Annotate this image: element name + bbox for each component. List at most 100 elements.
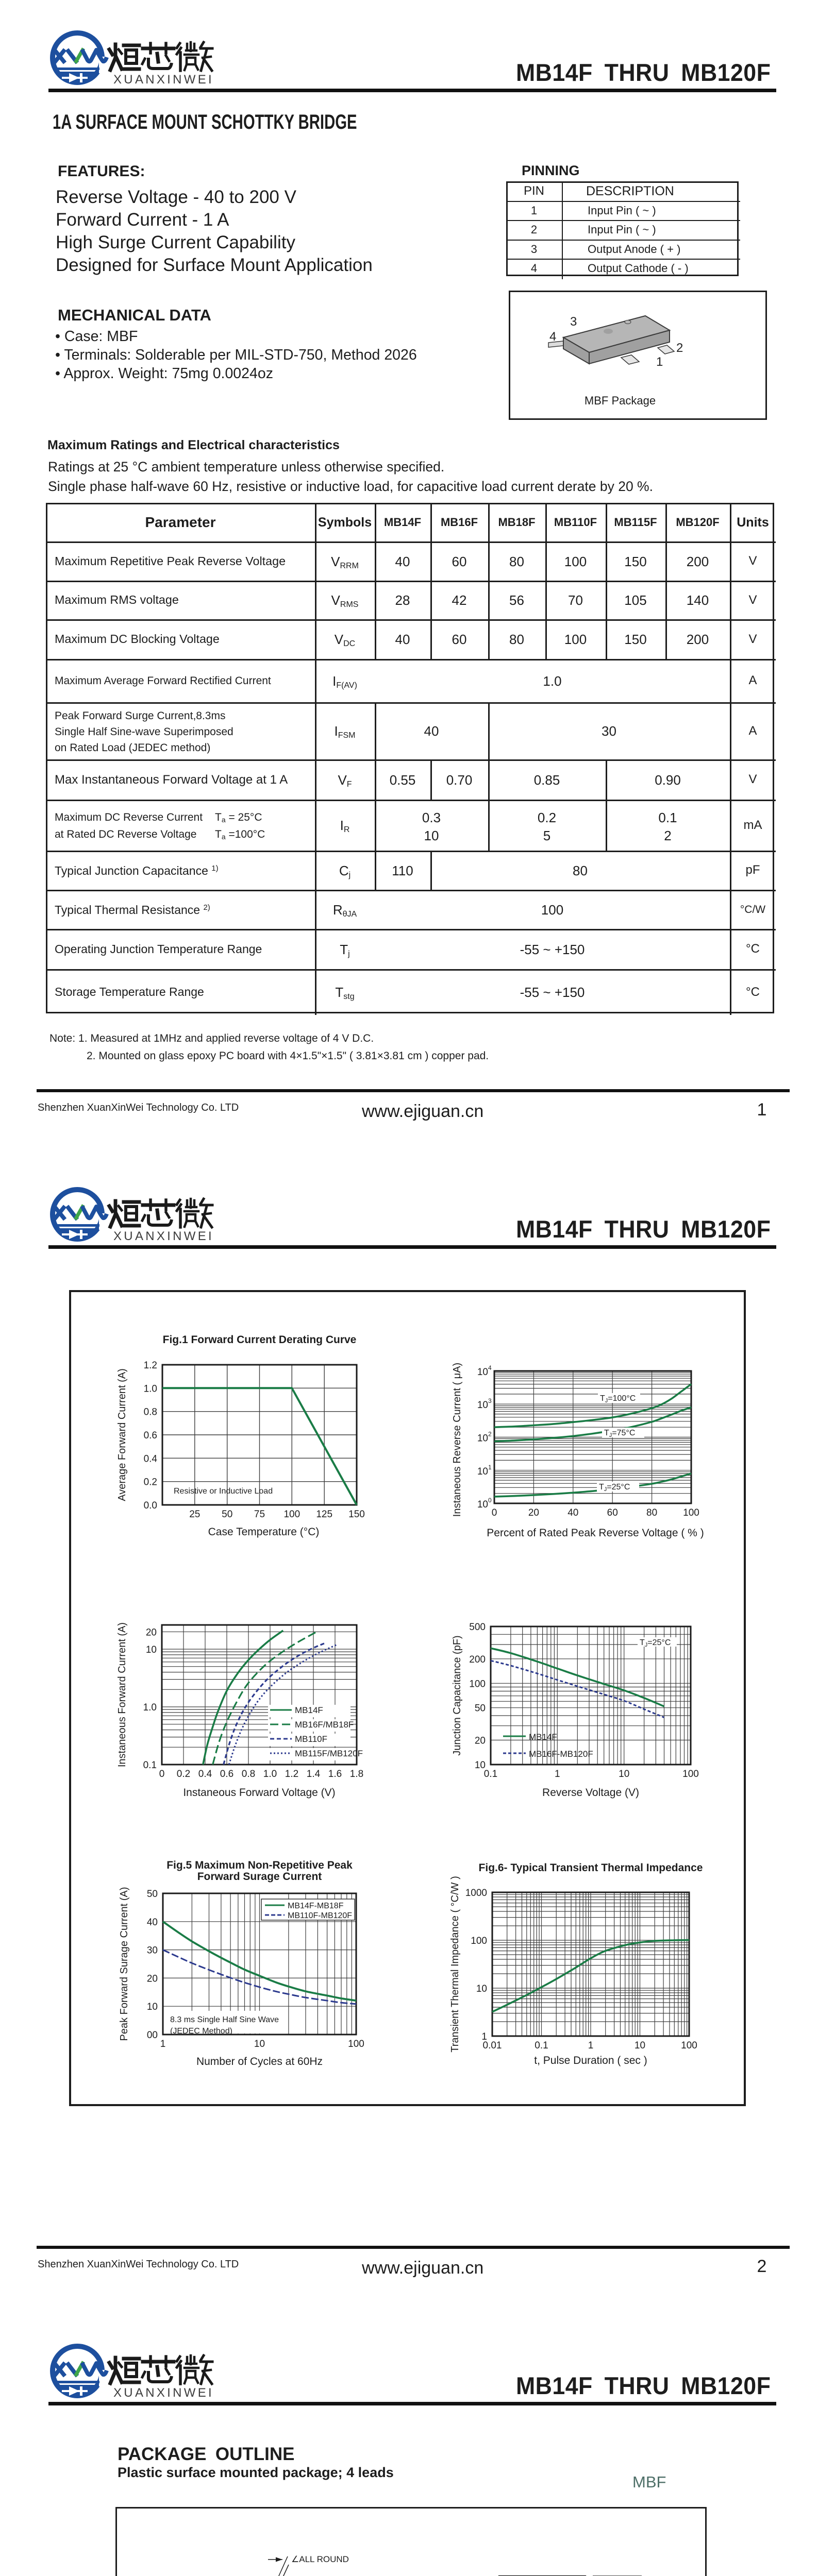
svg-text:8.3 ms Single Half Sine Wave: 8.3 ms Single Half Sine Wave xyxy=(170,2015,279,2024)
svg-text:Forward Surage Current: Forward Surage Current xyxy=(197,1871,322,1883)
svg-text:40: 40 xyxy=(147,1917,158,1928)
svg-text:20: 20 xyxy=(528,1507,539,1518)
svg-text:4: 4 xyxy=(488,1364,492,1371)
svg-text:TJ=100°C: TJ=100°C xyxy=(600,1394,636,1404)
svg-text:2: 2 xyxy=(676,341,683,355)
svg-text:0: 0 xyxy=(159,1769,165,1780)
svg-text:Reverse Voltage (V): Reverse Voltage (V) xyxy=(542,1787,639,1799)
svg-text:MB16F/MB18F: MB16F/MB18F xyxy=(295,1720,354,1730)
svg-text:30: 30 xyxy=(147,1945,158,1956)
svg-text:500: 500 xyxy=(469,1622,486,1633)
svg-text:10: 10 xyxy=(146,1645,157,1655)
svg-text:∠ALL ROUND: ∠ALL ROUND xyxy=(291,2554,349,2564)
svg-text:MB14F: MB14F xyxy=(295,1705,323,1715)
svg-text:Peak Forward Surage Current (A: Peak Forward Surage Current (A) xyxy=(119,1887,130,2041)
svg-text:MB14F-MB18F: MB14F-MB18F xyxy=(288,1902,344,1910)
svg-text:0.6: 0.6 xyxy=(144,1430,157,1441)
svg-text:MB14F: MB14F xyxy=(529,1732,557,1742)
svg-text:XUANXINWEI: XUANXINWEI xyxy=(113,73,214,87)
svg-text:40: 40 xyxy=(567,1507,578,1518)
svg-text:100: 100 xyxy=(682,1769,699,1780)
svg-text:Instaneous Forward Current (A: Instaneous Forward Current (A) xyxy=(116,1622,128,1767)
svg-text:20: 20 xyxy=(475,1736,486,1747)
svg-text:MB110F: MB110F xyxy=(295,1734,327,1744)
svg-text:0: 0 xyxy=(488,1497,492,1504)
svg-text:1.2: 1.2 xyxy=(144,1360,157,1371)
svg-text:1: 1 xyxy=(588,2040,594,2051)
svg-text:00: 00 xyxy=(147,2030,158,2041)
svg-text:10: 10 xyxy=(475,1760,486,1771)
svg-text:0.1: 0.1 xyxy=(535,2040,548,2051)
svg-text:1.4: 1.4 xyxy=(307,1769,321,1780)
svg-text:0.6: 0.6 xyxy=(220,1769,233,1780)
svg-text:MB16F-MB120F: MB16F-MB120F xyxy=(529,1749,593,1759)
svg-text:0.0: 0.0 xyxy=(144,1500,157,1511)
svg-text:Instaneous Reverse Current ( μ: Instaneous Reverse Current ( μA) xyxy=(452,1363,463,1517)
svg-text:4: 4 xyxy=(549,330,556,344)
svg-text:0.1: 0.1 xyxy=(484,1769,497,1780)
svg-text:0.4: 0.4 xyxy=(198,1769,212,1780)
svg-text:Case Temperature (°C): Case Temperature (°C) xyxy=(208,1526,320,1538)
svg-text:0.01: 0.01 xyxy=(483,2040,502,2051)
svg-text:Transient Thermal Impedance (: Transient Thermal Impedance ( °C/W ) xyxy=(449,1876,461,2053)
svg-text:3: 3 xyxy=(570,315,577,329)
svg-text:100: 100 xyxy=(683,1507,699,1518)
svg-text:1000: 1000 xyxy=(465,1888,487,1899)
svg-text:(JEDEC Method): (JEDEC Method) xyxy=(170,2027,232,2036)
svg-text:50: 50 xyxy=(222,1509,232,1520)
svg-text:1.2: 1.2 xyxy=(285,1769,298,1780)
svg-text:Resistive or Inductive Load: Resistive or Inductive Load xyxy=(174,1487,273,1496)
svg-text:0.2: 0.2 xyxy=(144,1477,157,1488)
svg-text:10: 10 xyxy=(477,1400,488,1411)
svg-text:10: 10 xyxy=(477,1499,488,1510)
svg-text:1: 1 xyxy=(481,2031,487,2042)
svg-text:50: 50 xyxy=(147,1889,158,1900)
svg-text:100: 100 xyxy=(469,1679,486,1689)
svg-text:10: 10 xyxy=(476,1984,487,1994)
svg-text:1: 1 xyxy=(488,1464,492,1471)
svg-text:Percent of Rated Peak Reverse: Percent of Rated Peak Reverse Voltage ( … xyxy=(487,1527,704,1539)
svg-text:Fig.1 Forward Current Deratin: Fig.1 Forward Current Derating Curve xyxy=(163,1334,357,1346)
svg-text:XUANXINWEI: XUANXINWEI xyxy=(113,2386,214,2400)
svg-text:100: 100 xyxy=(348,2039,364,2049)
svg-text:Number of Cycles at 60Hz: Number of Cycles at 60Hz xyxy=(196,2056,323,2067)
svg-text:XUANXINWEI: XUANXINWEI xyxy=(113,1229,214,1243)
svg-text:1: 1 xyxy=(160,2039,166,2049)
svg-text:125: 125 xyxy=(316,1509,332,1520)
svg-text:10: 10 xyxy=(477,1466,488,1477)
svg-text:100: 100 xyxy=(681,2040,697,2051)
svg-text:100: 100 xyxy=(283,1509,300,1520)
svg-text:Fig.6- Typical Transient Therm: Fig.6- Typical Transient Thermal Impedan… xyxy=(479,1862,703,1874)
svg-text:Junction Capacitance (pF): Junction Capacitance (pF) xyxy=(452,1635,463,1755)
svg-text:20: 20 xyxy=(146,1627,157,1638)
svg-text:0.2: 0.2 xyxy=(177,1769,190,1780)
svg-text:TJ=25°C: TJ=25°C xyxy=(640,1638,671,1648)
svg-text:MB115F/MB120F: MB115F/MB120F xyxy=(295,1749,363,1758)
svg-text:200: 200 xyxy=(469,1654,486,1665)
svg-text:0.4: 0.4 xyxy=(144,1453,158,1464)
svg-text:Average Forward Current (A): Average Forward Current (A) xyxy=(116,1368,128,1501)
svg-text:10: 10 xyxy=(477,1367,488,1378)
svg-text:0: 0 xyxy=(492,1507,497,1518)
svg-text:80: 80 xyxy=(646,1507,657,1518)
svg-text:10: 10 xyxy=(147,2002,158,2012)
svg-text:TJ=75°C: TJ=75°C xyxy=(604,1429,635,1438)
svg-text:MB110F-MB120F: MB110F-MB120F xyxy=(288,1911,352,1920)
svg-text:10: 10 xyxy=(635,2040,645,2051)
svg-text:10: 10 xyxy=(254,2039,265,2049)
svg-text:0.1: 0.1 xyxy=(143,1760,157,1771)
svg-text:1.0: 1.0 xyxy=(144,1383,157,1394)
svg-text:1.0: 1.0 xyxy=(263,1769,277,1780)
svg-text:1.8: 1.8 xyxy=(350,1769,363,1780)
svg-text:10: 10 xyxy=(619,1769,629,1780)
svg-text:0.8: 0.8 xyxy=(144,1407,157,1418)
svg-text:50: 50 xyxy=(475,1703,486,1714)
svg-text:Instaneous Forward Voltage (V): Instaneous Forward Voltage (V) xyxy=(183,1787,335,1799)
svg-text:0.8: 0.8 xyxy=(242,1769,255,1780)
svg-text:150: 150 xyxy=(348,1509,365,1520)
svg-text:1: 1 xyxy=(656,355,663,369)
svg-text:25: 25 xyxy=(189,1509,200,1520)
svg-text:3: 3 xyxy=(488,1397,492,1404)
svg-text:t, Pulse Duration ( sec ): t, Pulse Duration ( sec ) xyxy=(534,2055,647,2066)
svg-text:20: 20 xyxy=(147,1973,158,1984)
